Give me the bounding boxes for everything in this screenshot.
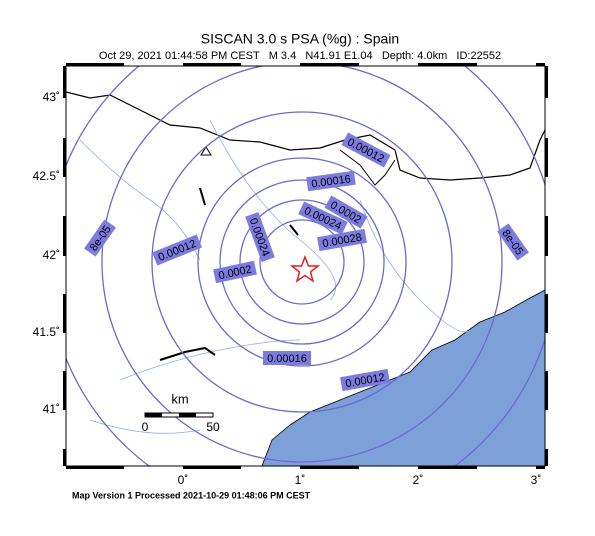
frame-tick <box>63 294 66 333</box>
lon-label: 3˚ <box>531 473 542 487</box>
contour-label-box <box>152 234 202 266</box>
frame-ticks <box>63 63 548 469</box>
contour-label-box <box>245 212 275 262</box>
contour-label: 0.00016 <box>311 173 352 190</box>
contour-label-box <box>262 351 312 365</box>
lat-label: 42.5˚ <box>33 169 60 183</box>
subtitle: Oct 29, 2021 01:44:58 PM CEST M 3.4 N41.… <box>99 50 501 62</box>
axis-labels: 43˚ 42.5˚ 42˚ 41.5˚ 41˚ 0˚ 1˚ 2˚ 3˚ <box>33 90 542 487</box>
frame-tick <box>545 216 548 256</box>
contour-label-box <box>306 170 356 192</box>
frame-tick <box>63 371 66 410</box>
contour-label-box <box>84 219 116 257</box>
frame-tick <box>545 449 548 466</box>
epicenter <box>289 254 321 283</box>
scale-unit: km <box>171 391 188 406</box>
contour <box>197 157 407 367</box>
scale-start: 0 <box>142 420 149 434</box>
frame-tick <box>63 449 66 466</box>
frame-tick <box>545 138 548 177</box>
contour <box>101 66 503 463</box>
frame-tick <box>536 63 545 66</box>
frame-tick <box>63 216 66 256</box>
contour-label-box <box>213 260 257 284</box>
lon-label: 0˚ <box>178 473 189 487</box>
title: SISCAN 3.0 s PSA (%g) : Spain <box>201 31 399 47</box>
frame-tick <box>418 466 477 469</box>
contour-label-box <box>324 195 368 229</box>
scale-bar: km 0 50 <box>142 391 220 434</box>
footer: Map Version 1 Processed 2021-10-29 01:48… <box>72 490 311 500</box>
contour-label-box <box>341 132 391 168</box>
contour-label-box <box>497 223 529 261</box>
contour <box>151 111 453 413</box>
contour <box>259 219 345 305</box>
peak <box>200 146 212 156</box>
lat-label: 41˚ <box>43 402 60 416</box>
scale-bar <box>179 413 196 417</box>
contour <box>239 199 365 325</box>
border <box>339 149 396 186</box>
frame-tick <box>418 63 477 66</box>
frame-tick <box>63 138 66 177</box>
contours <box>66 66 545 466</box>
contour-label-box <box>298 201 348 235</box>
sea <box>261 289 545 466</box>
frame-tick <box>545 294 548 333</box>
frame-tick <box>183 466 241 469</box>
frame-tick <box>300 63 359 66</box>
contour-label-box <box>340 368 390 392</box>
lat-label: 42˚ <box>43 248 60 262</box>
frame-tick <box>300 466 359 469</box>
scale-end: 50 <box>206 420 220 434</box>
contour <box>219 179 385 345</box>
scale-bar <box>145 413 162 417</box>
frame-tick <box>545 371 548 410</box>
lat-label: 43˚ <box>43 90 60 104</box>
frame-tick <box>545 66 548 98</box>
map-body: 0.000120.000160.00020.000240.000280.0001… <box>66 66 545 466</box>
frame-tick <box>66 63 124 66</box>
contour-label: 0.00016 <box>267 353 307 365</box>
frame-tick <box>66 466 124 469</box>
frame-tick <box>183 63 241 66</box>
lon-label: 1˚ <box>295 473 306 487</box>
frame-tick <box>63 66 66 98</box>
reservoirs <box>159 187 299 361</box>
lat-label: 41.5˚ <box>33 325 60 339</box>
lon-label: 2˚ <box>413 473 424 487</box>
contour-label-box <box>317 228 367 252</box>
frame-tick <box>536 466 545 469</box>
rivers <box>79 119 471 434</box>
